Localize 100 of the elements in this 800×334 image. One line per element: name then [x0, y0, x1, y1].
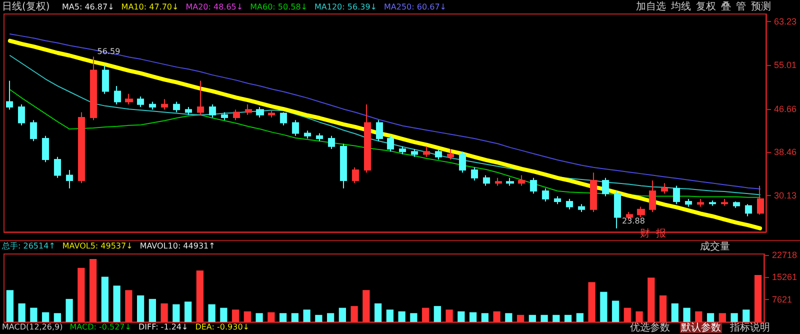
bar [78, 268, 85, 322]
bar [706, 313, 714, 322]
bar [636, 311, 643, 322]
text: 均线 [670, 0, 691, 12]
bar [66, 298, 73, 322]
candlestick [745, 204, 752, 217]
candlestick [340, 143, 347, 189]
bar [42, 312, 50, 322]
candlestick [661, 182, 668, 194]
bar [256, 313, 263, 322]
candlestick [102, 64, 109, 94]
candlestick [233, 109, 240, 121]
candlestick [673, 185, 680, 205]
candlestick [578, 204, 585, 213]
candlestick [471, 166, 478, 182]
candlestick [78, 112, 85, 184]
text: 预测 [751, 0, 771, 12]
annotation: 23.88 [622, 216, 645, 226]
text: 优选参数 [630, 322, 670, 334]
candlestick [721, 198, 728, 206]
bar [315, 314, 322, 322]
bar [232, 310, 240, 322]
candlestick [292, 120, 299, 136]
bar [268, 312, 275, 322]
bar [505, 313, 512, 322]
candlestick [483, 174, 490, 186]
bar [54, 313, 61, 322]
text: DIFF: -1.24↓ [138, 322, 188, 332]
bar [101, 276, 108, 322]
y-tick-label: 46.66 [774, 104, 797, 114]
bar [600, 292, 608, 322]
bar [469, 312, 477, 322]
bar [303, 310, 310, 322]
bar [374, 303, 382, 322]
bar [552, 314, 560, 322]
candlestick [423, 146, 430, 158]
candlestick [197, 80, 204, 116]
text: MA10: 47.70↓ [121, 2, 179, 12]
candlestick [185, 106, 192, 116]
bar [196, 270, 204, 322]
candlestick [530, 177, 537, 194]
line-series [9, 33, 761, 190]
bar [398, 311, 406, 322]
candlestick [518, 174, 525, 186]
candlestick [757, 185, 764, 216]
candlestick [137, 96, 144, 108]
bar [125, 290, 132, 322]
candlestick [554, 196, 561, 205]
text: 叠 [721, 2, 731, 12]
candlestick [149, 101, 156, 110]
bar [481, 313, 488, 322]
candlestick [506, 177, 514, 186]
bar [410, 313, 418, 322]
candlestick [352, 166, 359, 184]
y-tick-label: 38.46 [774, 146, 797, 157]
candlestick [459, 151, 466, 174]
bar [446, 310, 453, 322]
text: 加自选 [636, 0, 666, 12]
candlestick [709, 200, 716, 206]
candlestick [376, 120, 383, 142]
bar [160, 303, 168, 322]
bar [612, 300, 620, 322]
bar [338, 308, 346, 322]
candlestick [268, 109, 275, 118]
candlestick [6, 80, 13, 110]
candlestick [54, 156, 61, 178]
bar [754, 274, 762, 322]
bar [291, 313, 298, 322]
bar [30, 308, 38, 322]
bar [540, 314, 548, 322]
bar [184, 302, 192, 322]
candlestick [542, 188, 549, 202]
text: MA250: 60.67↓ [384, 2, 446, 12]
bar [528, 314, 536, 322]
candlestick [637, 206, 645, 218]
y-tick-label: 55.01 [774, 60, 797, 70]
candlestick [328, 135, 335, 150]
bar [730, 313, 738, 322]
text: 复权 [696, 0, 716, 12]
candlestick [173, 101, 180, 113]
candlestick [566, 198, 573, 210]
candlestick [602, 177, 609, 197]
bar [718, 313, 726, 322]
text: MACD(12,26,9) [2, 322, 63, 332]
bar [148, 298, 156, 322]
candlestick [114, 85, 121, 105]
candlestick [304, 130, 311, 139]
text: MA60: 50.58↓ [250, 2, 308, 12]
bar [422, 308, 430, 322]
bar [220, 308, 228, 322]
candlestick [161, 98, 168, 110]
candlestick [245, 104, 252, 116]
bar [244, 311, 251, 322]
y-tick-label: 30.13 [774, 190, 797, 201]
line-series [9, 89, 761, 198]
candlestick [590, 172, 597, 213]
candlestick [447, 148, 454, 160]
bar [588, 282, 596, 322]
text: MA5: 46.87↓ [62, 2, 114, 12]
bar [659, 295, 667, 322]
